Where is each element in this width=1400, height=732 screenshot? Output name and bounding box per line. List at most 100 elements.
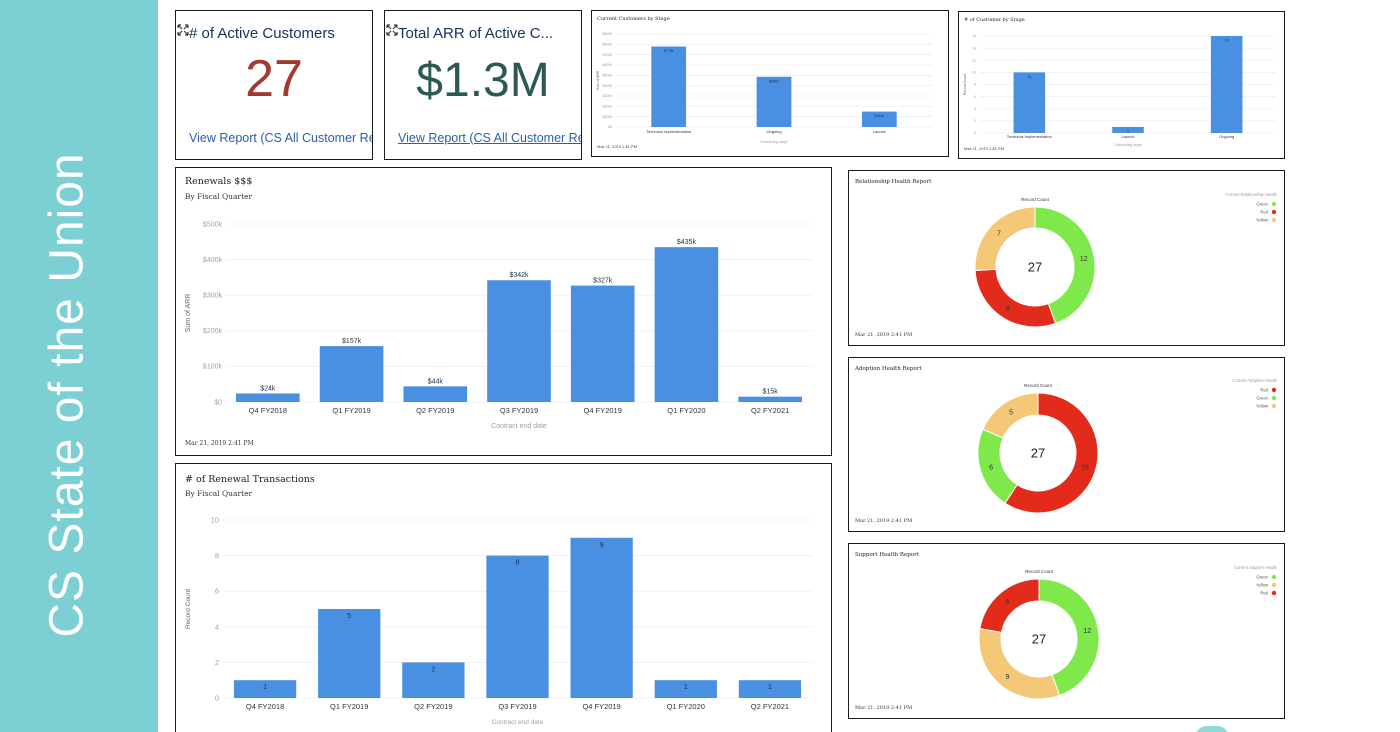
legend-label: Red bbox=[1260, 388, 1268, 393]
report-timestamp: Mar 21, 2019 2:41 PM bbox=[597, 145, 638, 149]
y-tick-label: $300k bbox=[602, 94, 612, 98]
y-tick-label: 4 bbox=[215, 622, 219, 631]
x-tick-label: Q3 FY2019 bbox=[500, 406, 538, 415]
y-tick-label: 10 bbox=[211, 516, 219, 525]
bar bbox=[1112, 126, 1144, 133]
bar bbox=[738, 680, 802, 698]
slice-value-label: 6 bbox=[989, 465, 993, 472]
donut-total: 27 bbox=[1028, 260, 1042, 275]
legend-swatch bbox=[1271, 574, 1277, 580]
bar bbox=[651, 46, 687, 127]
x-tick-label: Q4 FY2018 bbox=[246, 702, 284, 711]
x-tick-label: Q2 FY2021 bbox=[751, 406, 789, 415]
view-report-link[interactable]: View Report (CS All Customer Re... bbox=[189, 131, 373, 145]
slice-value-label: 9 bbox=[1006, 674, 1010, 681]
y-tick-label: $100k bbox=[602, 115, 612, 119]
bar-value-label: $157k bbox=[342, 338, 362, 345]
bar-value-label: 5 bbox=[347, 613, 351, 620]
x-axis-label: Contract end date bbox=[492, 719, 544, 726]
bar-value-label: $44k bbox=[428, 378, 444, 385]
legend-swatch bbox=[1271, 387, 1277, 393]
donut-slice bbox=[974, 206, 1036, 272]
bar bbox=[738, 396, 802, 402]
y-tick-label: $400k bbox=[602, 84, 612, 88]
x-tick-label: Technical Implementation bbox=[1007, 134, 1052, 139]
x-axis-label: Onboarding stage bbox=[1114, 143, 1142, 147]
card-title: Total ARR of Active C... bbox=[398, 25, 554, 42]
renewals-panel: Renewals $$$ By Fiscal Quarter $0 $100k $2… bbox=[175, 167, 832, 456]
bar-value-label: $779k bbox=[664, 49, 674, 53]
bar-value-label: $15k bbox=[763, 389, 779, 396]
bar-value-label: 1 bbox=[1127, 129, 1129, 133]
bar-value-label: 2 bbox=[431, 666, 435, 673]
bar bbox=[1210, 36, 1243, 133]
bar bbox=[486, 555, 549, 698]
legend-swatch bbox=[1271, 590, 1277, 596]
slice-value-label: 8 bbox=[1006, 306, 1010, 313]
legend-swatch bbox=[1271, 403, 1277, 409]
legend-swatch bbox=[1271, 217, 1277, 223]
x-tick-label: Q4 FY2018 bbox=[249, 406, 287, 415]
y-axis-label: Sum of ARR bbox=[596, 70, 600, 90]
active-customers-card: # of Active Customers 27 View Report (CS… bbox=[175, 10, 373, 160]
donut-slice bbox=[977, 428, 1018, 504]
adoption-health-panel: Adoption Health Report 16 6 5 27 Record Coun… bbox=[848, 357, 1285, 532]
y-tick-label: $200k bbox=[203, 328, 223, 335]
x-tick-label: Ongoing bbox=[1219, 134, 1234, 139]
relationship-health-panel: Relationship Health Report 12 8 7 27 Record … bbox=[848, 170, 1285, 346]
report-timestamp: Mar 21, 2019 2:41 PM bbox=[185, 440, 254, 447]
bar-value-label: 9 bbox=[600, 542, 604, 549]
legend-label: Yellow bbox=[1256, 583, 1269, 588]
bar bbox=[319, 346, 384, 402]
x-tick-label: Q4 FY2019 bbox=[582, 702, 620, 711]
slice-value-label: 6 bbox=[1006, 599, 1010, 606]
report-timestamp: Mar 21, 2019 2:41 PM bbox=[855, 332, 913, 338]
y-tick-label: $200k bbox=[602, 105, 612, 109]
metric-value: $1.3M bbox=[416, 54, 550, 107]
slice-value-label: 16 bbox=[1081, 465, 1089, 472]
legend-label: Red bbox=[1260, 591, 1268, 596]
bar-value-label: $24k bbox=[260, 385, 276, 392]
x-tick-label: Q1 FY2019 bbox=[332, 406, 370, 415]
y-tick-label: 8 bbox=[215, 551, 219, 560]
x-tick-label: Q1 FY2020 bbox=[667, 702, 705, 711]
x-tick-label: Q2 FY2019 bbox=[414, 702, 452, 711]
customer-stage-count-panel: # of Customer by Stage 0 2 4 6 8 10 12 14 16 Reco… bbox=[958, 11, 1285, 159]
y-tick-label: $0 bbox=[608, 125, 612, 129]
report-timestamp: Mar 21, 2019 2:41 PM bbox=[855, 705, 913, 711]
x-axis-label: Contract end date bbox=[491, 423, 547, 430]
x-tick-label: Launch bbox=[873, 129, 886, 134]
donut-slice bbox=[1034, 206, 1096, 325]
expand-icon[interactable] bbox=[176, 23, 190, 37]
bar-value-label: 8 bbox=[516, 560, 520, 567]
relationship-health-donut: 12 8 7 27 Record Count Current Relationship H… bbox=[974, 192, 1278, 328]
report-subtitle: By Fiscal Quarter bbox=[185, 489, 253, 498]
legend-label: Green bbox=[1256, 202, 1268, 207]
y-tick-label: 16 bbox=[972, 34, 976, 38]
bar bbox=[318, 609, 381, 698]
donut-caption: Record Count bbox=[1024, 383, 1053, 388]
bar bbox=[403, 386, 468, 402]
support-health-panel: Support Health Report 12 9 6 27 Record Count… bbox=[848, 543, 1285, 719]
renewals-chart: $0 $100k $200k $300k $400k $500k Sum of ARR Con… bbox=[185, 221, 812, 430]
bar-value-label: $486k bbox=[769, 79, 779, 83]
report-title: Relationship Health Report bbox=[855, 179, 932, 185]
bar bbox=[487, 280, 551, 402]
view-report-link[interactable]: View Report (CS All Customer Re... bbox=[398, 131, 582, 145]
report-title: Support Health Report bbox=[855, 552, 919, 558]
bar-value-label: $327k bbox=[593, 278, 613, 285]
y-tick-label: $500k bbox=[602, 74, 612, 78]
decorative-shape bbox=[1195, 726, 1229, 732]
report-title: Current Customers by Stage bbox=[597, 16, 670, 22]
donut-slice bbox=[974, 268, 1057, 328]
bar-value-label: $342k bbox=[509, 272, 529, 279]
total-arr-card: Total ARR of Active C... $1.3M View Repo… bbox=[384, 10, 582, 160]
bar-value-label: 1 bbox=[263, 684, 267, 691]
support-health-donut: 12 9 6 27 Record Count Current Support Health… bbox=[978, 565, 1278, 700]
donut-caption: Record Count bbox=[1025, 569, 1054, 574]
renewal-transactions-chart: 0 2 4 6 8 10 Record Count Contract end date 1 Q4 … bbox=[185, 516, 812, 726]
donut-total: 27 bbox=[1032, 632, 1046, 647]
y-tick-label: 14 bbox=[972, 46, 976, 50]
expand-icon[interactable] bbox=[385, 23, 399, 37]
bar bbox=[654, 680, 717, 698]
